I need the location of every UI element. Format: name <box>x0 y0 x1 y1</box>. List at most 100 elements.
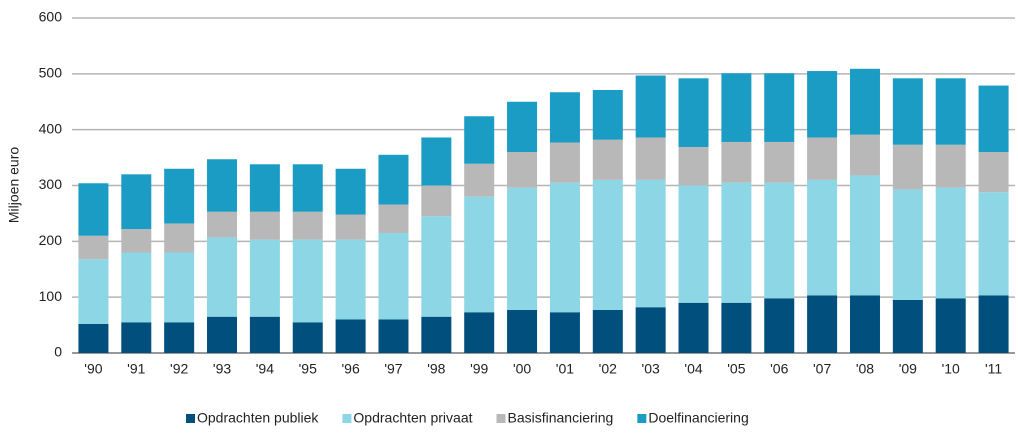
bar-segment <box>421 316 452 353</box>
x-tick-label: '07 <box>813 361 831 377</box>
bar-segment <box>249 164 280 212</box>
bar-segment <box>164 252 195 323</box>
bar-segment <box>849 175 880 296</box>
bar-segment <box>807 295 838 353</box>
bar-segment <box>121 252 152 323</box>
legend-swatch <box>186 414 195 423</box>
bar-segment <box>764 298 795 353</box>
bar-segment <box>635 137 666 180</box>
bar-segment <box>978 152 1009 193</box>
bar-segment <box>292 211 323 240</box>
bar-segment <box>378 232 409 320</box>
bar-segment <box>507 101 538 152</box>
legend-swatch <box>637 414 647 423</box>
bar-segment <box>721 302 752 353</box>
x-tick-label: '02 <box>599 361 617 377</box>
bar-segment <box>592 139 623 180</box>
bar-segment <box>335 319 366 353</box>
bar-segment <box>892 299 923 353</box>
bar-segment <box>978 295 1009 353</box>
bar-segment <box>249 239 280 317</box>
bar-segment <box>164 223 195 253</box>
y-tick-label: 600 <box>39 9 63 25</box>
y-axis-label: Miljoen euro <box>6 147 22 223</box>
bar-segment <box>635 307 666 353</box>
bar-segment <box>121 174 152 230</box>
bar-segment <box>292 239 323 323</box>
y-tick-label: 200 <box>39 232 63 248</box>
bar-segment <box>335 239 366 320</box>
x-tick-label: '93 <box>213 361 231 377</box>
bar-segment <box>335 214 366 240</box>
bar-segment <box>78 235 109 260</box>
bar-segment <box>207 316 238 353</box>
bar-segment <box>849 295 880 353</box>
bar-segment <box>892 78 923 145</box>
legend-label: Opdrachten privaat <box>353 410 472 426</box>
legend-label: Basisfinanciering <box>508 410 614 426</box>
y-tick-label: 100 <box>39 288 63 304</box>
bar-segment <box>849 134 880 176</box>
x-tick-label: '00 <box>513 361 531 377</box>
bar-segment <box>635 179 666 308</box>
bar-segment <box>678 302 709 353</box>
x-tick-label: '11 <box>985 361 1002 377</box>
bar-segment <box>464 312 495 353</box>
bar-segment <box>507 310 538 353</box>
bar-segment <box>249 316 280 353</box>
x-tick-label: '99 <box>470 361 488 377</box>
bar-segment <box>678 146 709 186</box>
bar-segment <box>249 211 280 240</box>
legend-swatch <box>496 414 506 423</box>
legend-label: Doelfinanciering <box>648 410 748 426</box>
bar-segment <box>549 142 580 183</box>
bar-segment <box>164 168 195 224</box>
bar-segment <box>164 322 195 353</box>
bar-segment <box>849 68 880 135</box>
x-tick-label: '92 <box>170 361 188 377</box>
bar-segment <box>464 163 495 197</box>
bar-segment <box>935 187 966 299</box>
x-tick-label: '98 <box>427 361 445 377</box>
y-tick-label: 500 <box>39 65 63 81</box>
bar-segment <box>335 168 366 215</box>
bar-segment <box>807 71 838 138</box>
bar-segment <box>592 310 623 353</box>
x-tick-label: '03 <box>642 361 660 377</box>
bar-segment <box>721 73 752 142</box>
bar-segment <box>764 182 795 299</box>
x-tick-label: '09 <box>899 361 917 377</box>
x-tick-label: '97 <box>384 361 402 377</box>
bar-segment <box>421 137 452 186</box>
bar-segment <box>421 216 452 317</box>
bar-segment <box>464 116 495 164</box>
bar-segment <box>935 298 966 353</box>
bar-segment <box>678 185 709 303</box>
bar-segment <box>464 196 495 313</box>
bar-segment <box>807 179 838 296</box>
bar-segment <box>378 154 409 205</box>
x-tick-label: '04 <box>684 361 702 377</box>
bar-segment <box>78 183 109 236</box>
bar-segment <box>507 187 538 311</box>
x-tick-label: '01 <box>556 361 574 377</box>
bar-segment <box>292 322 323 353</box>
bar-segment <box>549 312 580 353</box>
y-tick-label: 0 <box>54 344 62 360</box>
bar-segment <box>507 152 538 188</box>
legend-label: Opdrachten publiek <box>197 410 319 426</box>
bar-segment <box>121 322 152 353</box>
x-tick-label: '90 <box>84 361 102 377</box>
x-tick-label: '05 <box>727 361 745 377</box>
x-tick-label: '95 <box>299 361 317 377</box>
bar-segment <box>592 179 623 311</box>
bar-segment <box>378 319 409 353</box>
bar-segment <box>549 92 580 143</box>
y-tick-label: 300 <box>39 176 63 192</box>
bar-segment <box>78 323 109 353</box>
bar-segment <box>207 159 238 212</box>
bar-segment <box>935 144 966 188</box>
bar-segment <box>935 78 966 145</box>
bar-segment <box>421 185 452 217</box>
bar-segment <box>764 73 795 142</box>
